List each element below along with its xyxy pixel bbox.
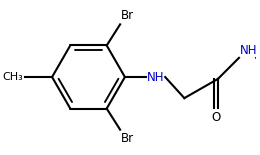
Text: NH: NH — [240, 44, 257, 57]
Text: Br: Br — [121, 132, 134, 145]
Text: O: O — [211, 111, 220, 124]
Text: CH₃: CH₃ — [3, 72, 23, 82]
Text: NH: NH — [147, 71, 165, 84]
Text: Br: Br — [121, 9, 134, 22]
